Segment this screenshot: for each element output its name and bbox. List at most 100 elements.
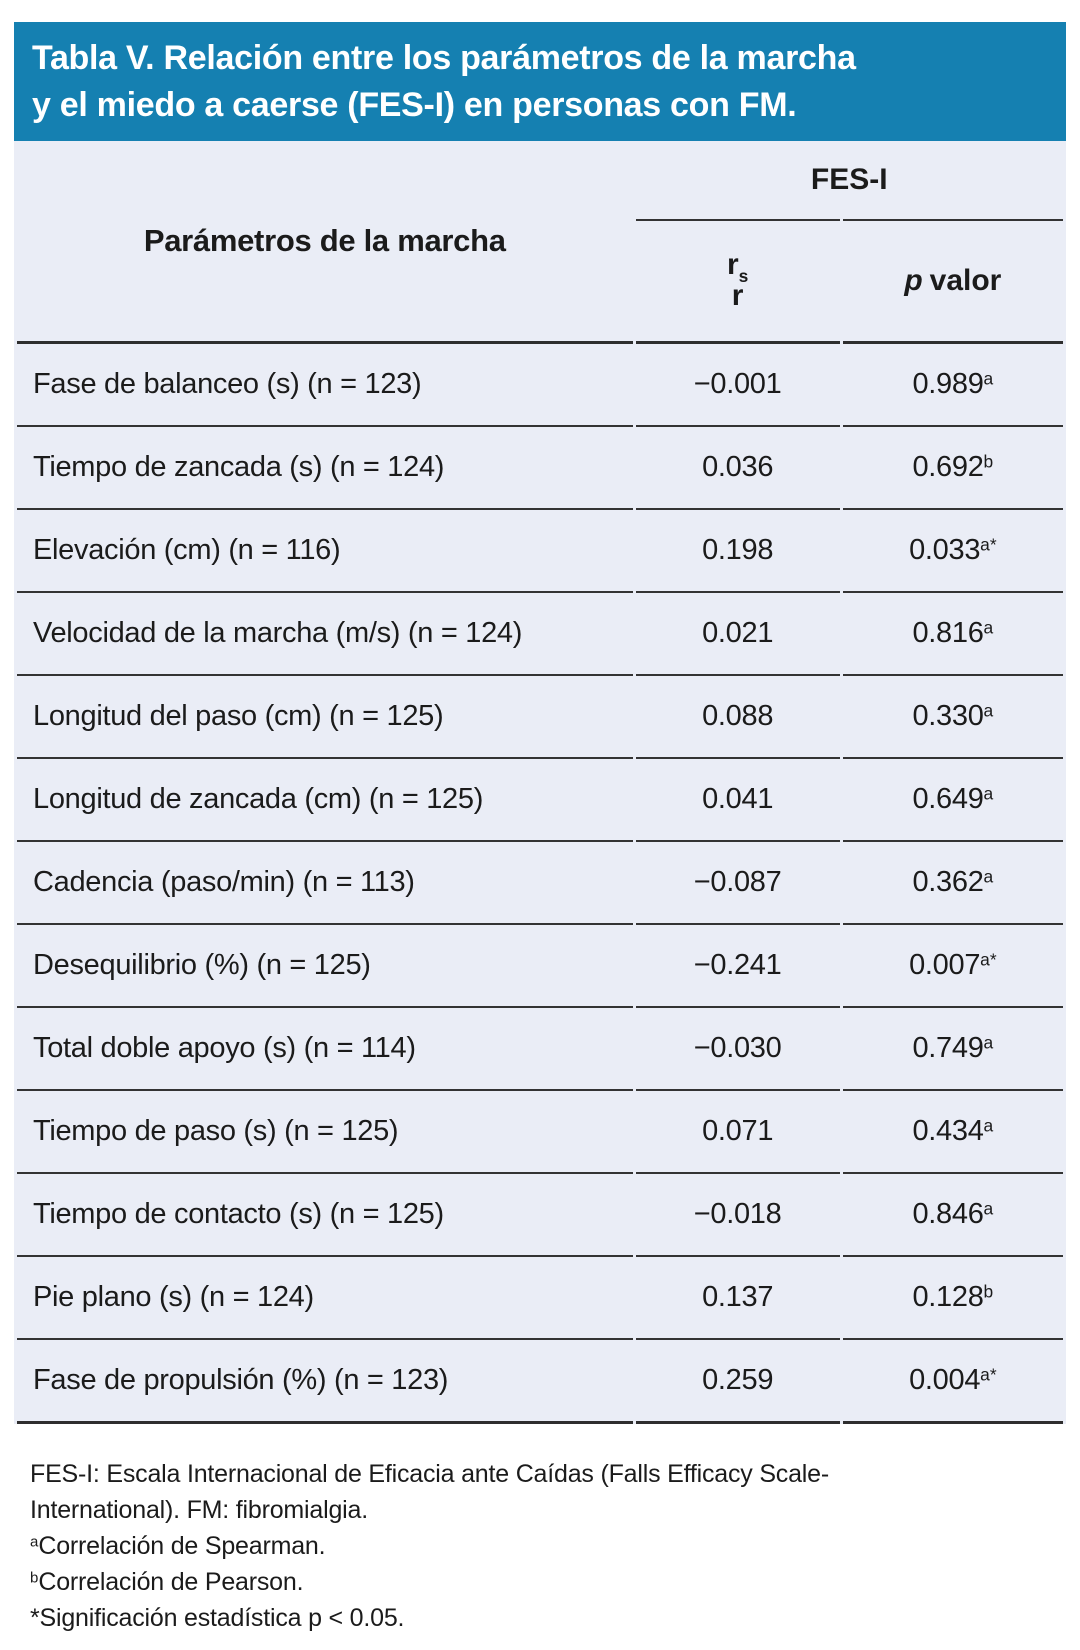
footnote-superscript: a: [30, 1533, 39, 1551]
correlation-value: 0.036: [635, 425, 840, 508]
p-value-cell: 0.649a: [842, 757, 1063, 840]
p-value-cell: 0.128b: [842, 1255, 1063, 1338]
correlation-value: 0.137: [635, 1255, 840, 1338]
table-row: Longitud del paso (cm) (n = 125) 0.088 0…: [17, 674, 1063, 757]
p-value-cell: 0.330a: [842, 674, 1063, 757]
p-value-superscript: a: [983, 368, 994, 389]
p-value-cell: 0.749a: [842, 1006, 1063, 1089]
table-row: Cadencia (paso/min) (n = 113) −0.087 0.3…: [17, 840, 1063, 923]
table-title-line1: Tabla V. Relación entre los parámetros d…: [32, 39, 856, 77]
p-symbol: p: [904, 264, 923, 298]
p-value: 0.816: [912, 617, 984, 649]
table-header: Parámetros de la marcha FES-I rs r p valo…: [17, 141, 1063, 344]
correlation-value: 0.021: [635, 591, 840, 674]
gait-parameter-label: Elevación (cm) (n = 116): [17, 508, 633, 591]
footnote-abbreviations: FES-I: Escala Internacional de Eficacia …: [30, 1456, 970, 1528]
table-title-line2: y el miedo a caerse (FES-I) en personas …: [32, 86, 797, 124]
table-title-banner: Tabla V. Relación entre los parámetros d…: [14, 22, 1066, 141]
p-value: 0.989: [912, 368, 984, 400]
gait-parameter-label: Tiempo de zancada (s) (n = 124): [17, 425, 633, 508]
p-value: 0.033: [909, 534, 981, 566]
p-value-superscript: a: [983, 1032, 994, 1053]
table-row: Desequilibrio (%) (n = 125) −0.241 0.007…: [17, 923, 1063, 1006]
p-value-superscript: a: [983, 1198, 994, 1219]
correlation-value: −0.018: [635, 1172, 840, 1255]
p-value: 0.846: [912, 1198, 984, 1230]
footnote-text: Correlación de Spearman.: [38, 1532, 326, 1560]
table-row: Fase de propulsión (%) (n = 123) 0.259 0…: [17, 1338, 1063, 1424]
table-row: Pie plano (s) (n = 124) 0.137 0.128b: [17, 1255, 1063, 1338]
footnote-pearson: bCorrelación de Pearson.: [30, 1564, 970, 1600]
p-value: 0.649: [912, 783, 984, 815]
correlation-value: 0.071: [635, 1089, 840, 1172]
p-value: 0.434: [912, 1115, 984, 1147]
r-spearman-symbol: rs: [726, 248, 749, 287]
table-row: Tiempo de contacto (s) (n = 125) −0.018 …: [17, 1172, 1063, 1255]
p-value-superscript: a: [983, 866, 994, 887]
table-row: Longitud de zancada (cm) (n = 125) 0.041…: [17, 757, 1063, 840]
gait-parameter-label: Tiempo de contacto (s) (n = 125): [17, 1172, 633, 1255]
table-row: Total doble apoyo (s) (n = 114) −0.030 0…: [17, 1006, 1063, 1089]
gait-parameter-label: Desequilibrio (%) (n = 125): [17, 923, 633, 1006]
correlation-value: 0.041: [635, 757, 840, 840]
table-row: Elevación (cm) (n = 116) 0.198 0.033a*: [17, 508, 1063, 591]
footnote-text: Correlación de Pearson.: [38, 1568, 304, 1596]
footnote-significance: *Significación estadística p < 0.05.: [30, 1600, 970, 1636]
p-value: 0.362: [912, 866, 984, 898]
correlation-value: −0.241: [635, 923, 840, 1006]
footnote-text: *Significación estadística p < 0.05.: [30, 1604, 405, 1632]
p-value-superscript: a: [983, 1115, 994, 1136]
footnote-spearman: aCorrelación de Spearman.: [30, 1528, 970, 1564]
p-value-cell: 0.434a: [842, 1089, 1063, 1172]
gait-parameter-label: Pie plano (s) (n = 124): [17, 1255, 633, 1338]
p-value-cell: 0.033a*: [842, 508, 1063, 591]
gait-parameter-label: Fase de propulsión (%) (n = 123): [17, 1338, 633, 1424]
footnote-superscript: b: [30, 1569, 39, 1587]
footnotes: FES-I: Escala Internacional de Eficacia …: [14, 1456, 970, 1636]
p-value-cell: 0.007a*: [842, 923, 1063, 1006]
correlation-value: 0.259: [635, 1338, 840, 1424]
correlation-value: −0.030: [635, 1006, 840, 1089]
column-header-p-value: p valor: [842, 219, 1063, 344]
p-value-cell: 0.846a: [842, 1172, 1063, 1255]
gait-parameter-label: Longitud del paso (cm) (n = 125): [17, 674, 633, 757]
p-value: 0.004: [909, 1364, 981, 1396]
correlation-value: −0.087: [635, 840, 840, 923]
correlation-value: 0.088: [635, 674, 840, 757]
p-value-superscript: a: [983, 700, 994, 721]
r-pearson-symbol: r: [731, 279, 744, 313]
p-value-cell: 0.692b: [842, 425, 1063, 508]
p-value-cell: 0.816a: [842, 591, 1063, 674]
p-value-cell: 0.362a: [842, 840, 1063, 923]
gait-parameter-label: Velocidad de la marcha (m/s) (n = 124): [17, 591, 633, 674]
column-group-header-fesi: FES-I: [810, 163, 888, 197]
correlation-table: Parámetros de la marcha FES-I rs r p valo…: [14, 141, 1066, 1424]
gait-parameter-label: Total doble apoyo (s) (n = 114): [17, 1006, 633, 1089]
p-value-superscript: a*: [980, 949, 997, 970]
gait-parameter-label: Fase de balanceo (s) (n = 123): [33, 368, 422, 400]
p-value-superscript: b: [983, 451, 994, 472]
correlation-value: −0.001: [693, 368, 782, 400]
p-valor-label: valor: [929, 264, 1002, 298]
p-value-cell: 0.004a*: [842, 1338, 1063, 1424]
p-value-superscript: a: [983, 617, 994, 638]
column-header-correlation-coefficient: rs r: [635, 219, 840, 344]
column-header-gait-parameters: Parámetros de la marcha: [17, 141, 633, 344]
p-value: 0.692: [912, 451, 984, 483]
gait-parameter-label: Cadencia (paso/min) (n = 113): [17, 840, 633, 923]
table-row: Tiempo de paso (s) (n = 125) 0.071 0.434…: [17, 1089, 1063, 1172]
correlation-value: 0.198: [635, 508, 840, 591]
p-value-superscript: b: [983, 1281, 994, 1302]
r-coefficient-stack: rs r: [727, 249, 748, 311]
spearman-subscript: s: [738, 266, 749, 287]
p-value-superscript: a*: [980, 1364, 997, 1385]
p-value-superscript: a: [983, 783, 994, 804]
footnote-text: FES-I: Escala Internacional de Eficacia …: [30, 1460, 829, 1524]
p-value: 0.007: [909, 949, 981, 981]
p-value: 0.330: [912, 700, 984, 732]
table-row: Fase de balanceo (s) (n = 123) −0.001 0.…: [17, 344, 1063, 425]
p-value-cell: 0.989a: [843, 344, 1063, 425]
p-value-superscript: a*: [980, 534, 997, 555]
gait-parameter-label: Longitud de zancada (cm) (n = 125): [17, 757, 633, 840]
